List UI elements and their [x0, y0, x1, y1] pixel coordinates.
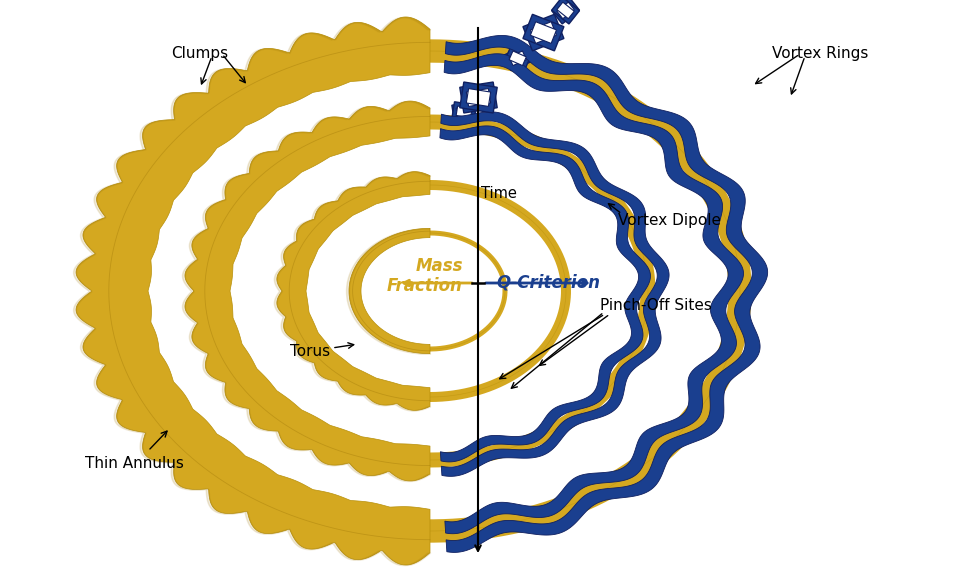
Polygon shape	[444, 54, 743, 534]
Polygon shape	[557, 2, 574, 18]
Text: Vortex Rings: Vortex Rings	[772, 46, 868, 61]
Polygon shape	[504, 46, 531, 70]
Text: Clumps: Clumps	[172, 46, 228, 61]
Polygon shape	[523, 14, 564, 51]
Polygon shape	[552, 0, 580, 24]
Polygon shape	[349, 228, 430, 354]
Polygon shape	[530, 22, 557, 43]
Polygon shape	[441, 112, 669, 476]
Text: Pinch-Off Sites: Pinch-Off Sites	[600, 298, 712, 313]
Polygon shape	[452, 102, 476, 122]
Polygon shape	[523, 14, 564, 51]
Polygon shape	[557, 2, 574, 18]
Polygon shape	[440, 126, 651, 462]
Polygon shape	[552, 0, 580, 24]
Polygon shape	[445, 36, 768, 552]
Polygon shape	[460, 82, 497, 113]
Polygon shape	[467, 89, 491, 107]
Polygon shape	[456, 106, 472, 118]
Polygon shape	[276, 172, 430, 410]
Polygon shape	[530, 22, 557, 43]
Text: Vortex Dipole: Vortex Dipole	[618, 214, 721, 229]
Polygon shape	[452, 102, 476, 122]
Text: Mass
Fraction: Mass Fraction	[387, 256, 463, 295]
Polygon shape	[509, 51, 526, 66]
Text: Torus: Torus	[290, 343, 330, 358]
Polygon shape	[509, 51, 526, 66]
Polygon shape	[76, 17, 430, 565]
Polygon shape	[504, 46, 531, 70]
Polygon shape	[460, 82, 497, 113]
Polygon shape	[185, 101, 430, 481]
Polygon shape	[467, 89, 491, 107]
Text: Time: Time	[481, 186, 516, 201]
Text: Q-Criterion: Q-Criterion	[496, 274, 600, 292]
Polygon shape	[456, 106, 472, 118]
Text: Thin Annulus: Thin Annulus	[85, 457, 184, 472]
